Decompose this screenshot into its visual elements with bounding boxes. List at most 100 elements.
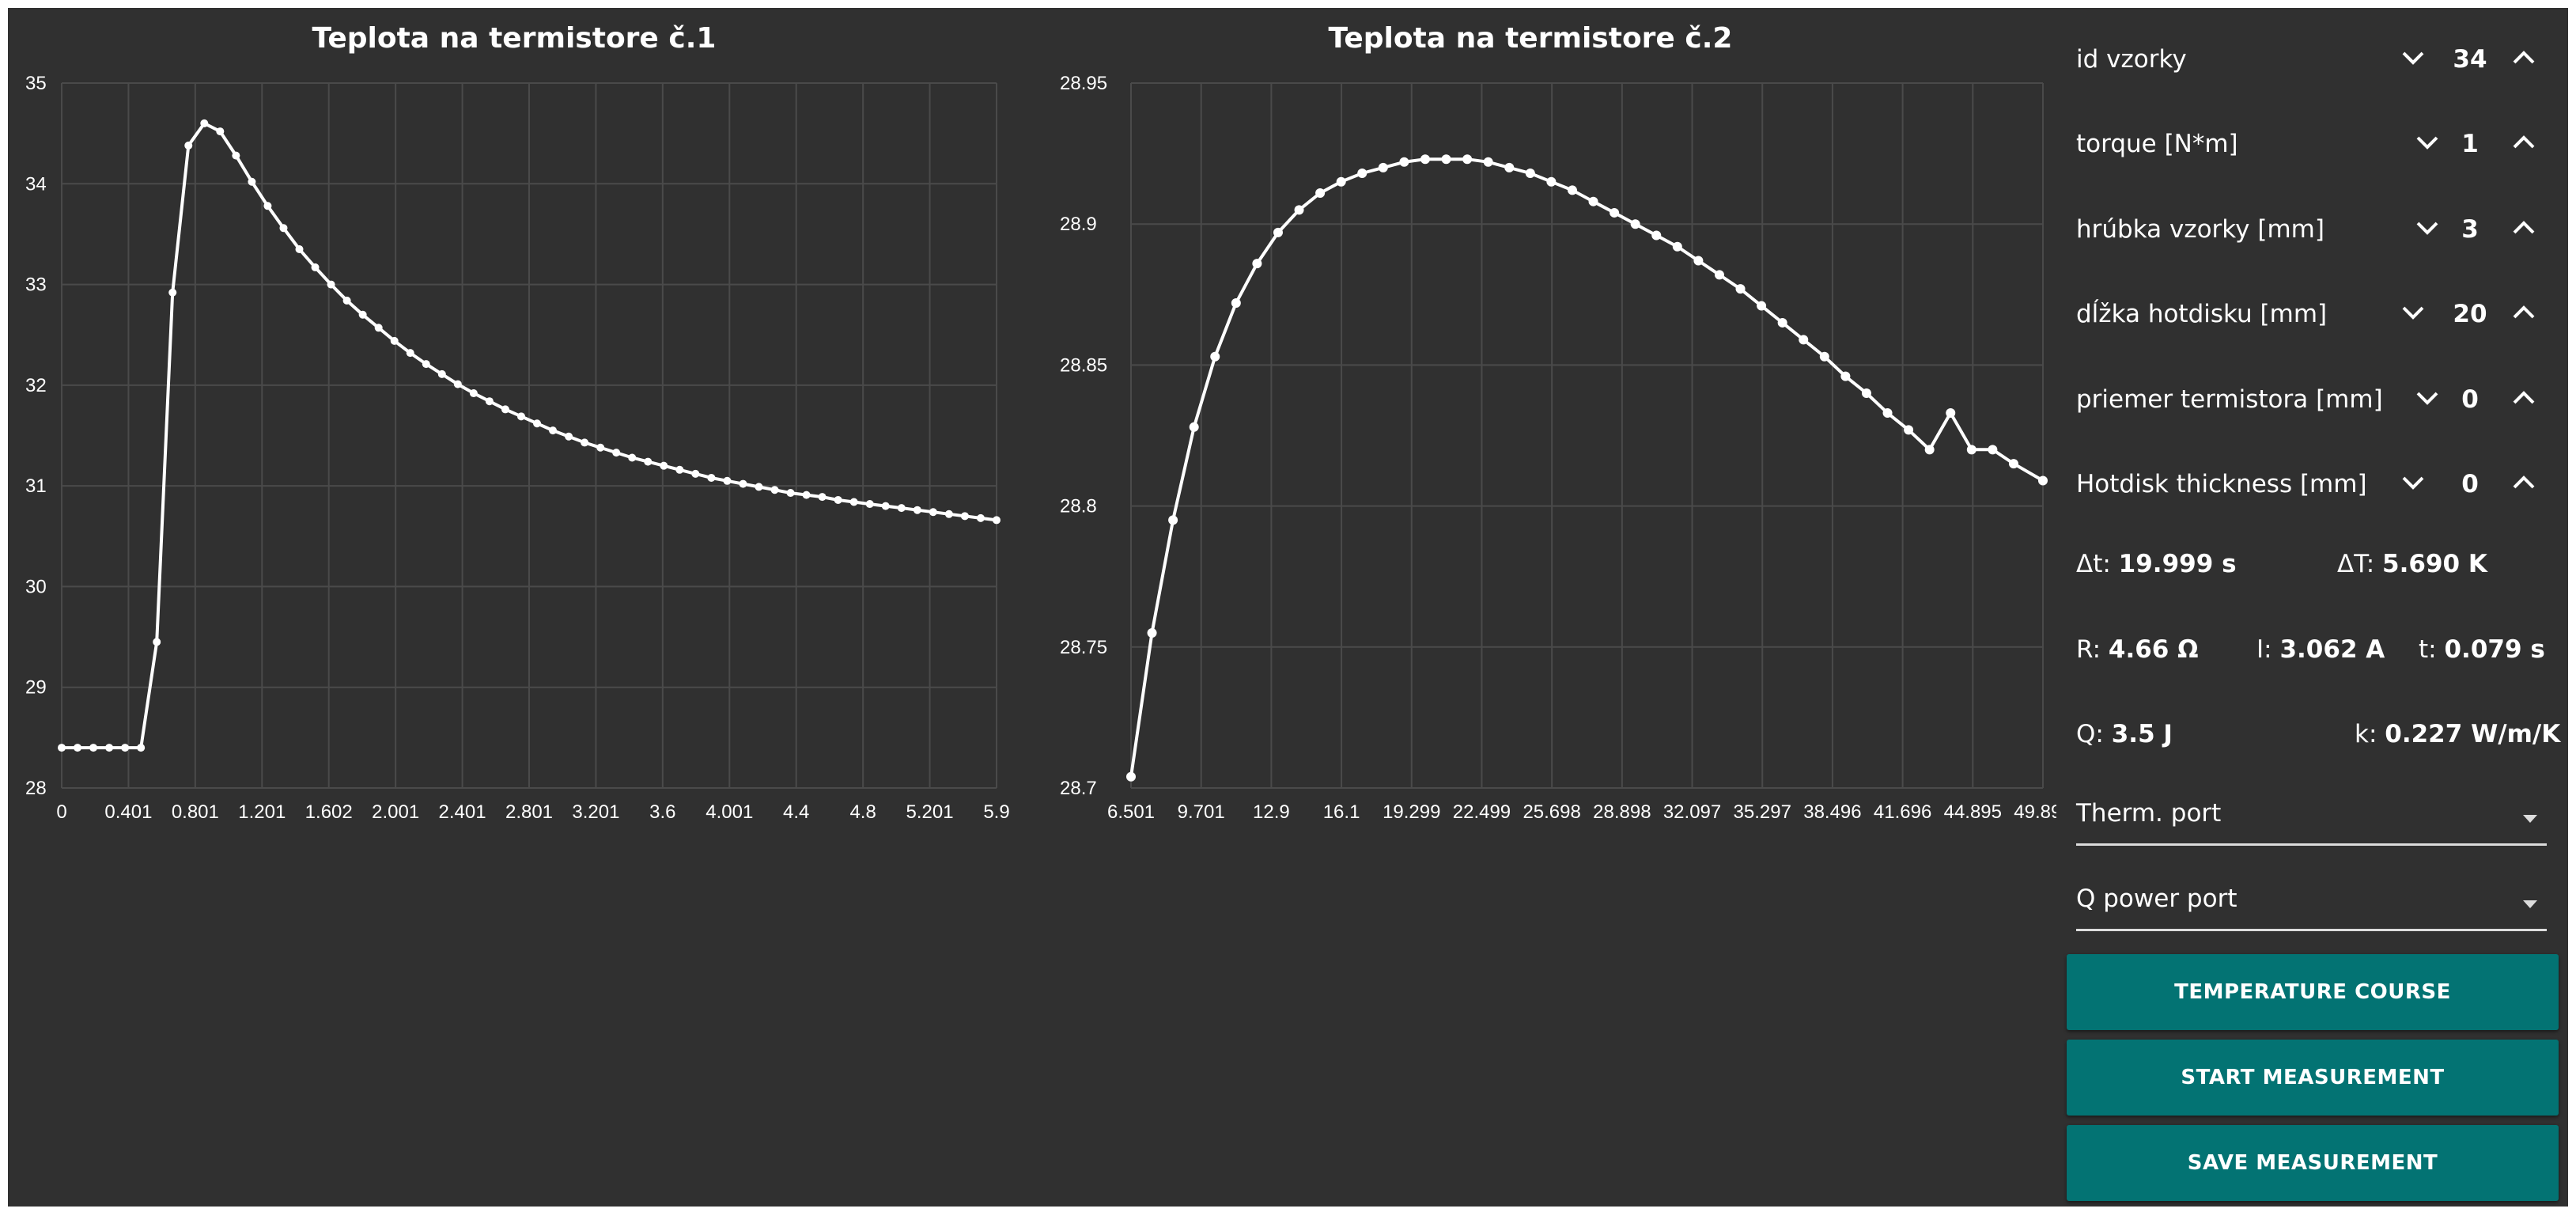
x-tick-label: 25.698 <box>1523 801 1580 823</box>
data-point <box>786 489 795 498</box>
x-tick-label: 9.701 <box>1178 801 1225 823</box>
caret-down-icon <box>2523 815 2537 823</box>
data-point <box>929 508 937 517</box>
data-point <box>818 493 827 502</box>
y-tick-label: 35 <box>25 73 47 94</box>
x-tick-label: 2.401 <box>439 801 486 823</box>
x-tick-label: 3.6 <box>649 801 675 823</box>
chevron-up-icon[interactable] <box>2503 120 2544 165</box>
data-point <box>485 397 494 406</box>
data-point <box>770 486 779 494</box>
data-point <box>1399 157 1409 167</box>
data-point <box>390 336 399 345</box>
data-point <box>1273 227 1283 237</box>
data-point <box>1714 270 1724 280</box>
data-point <box>1168 515 1178 525</box>
data-point <box>121 744 130 752</box>
x-tick-label: 5.201 <box>906 801 954 823</box>
y-tick-label: 31 <box>25 475 47 497</box>
data-point <box>1966 445 1976 455</box>
stepper-dlzka-hotdisku: dĺžka hotdisku [mm] 20 <box>2076 281 2543 344</box>
data-point <box>1357 169 1367 179</box>
chevron-down-icon[interactable] <box>2407 120 2448 165</box>
data-point <box>1231 297 1241 308</box>
data-point <box>1336 176 1346 187</box>
data-point <box>184 141 193 150</box>
data-point <box>913 506 921 514</box>
chevron-up-icon[interactable] <box>2503 206 2544 250</box>
data-point <box>1567 185 1577 195</box>
data-point <box>1546 176 1557 187</box>
therm-port-select[interactable]: Therm. port <box>2076 791 2547 846</box>
stepper-value[interactable]: 20 <box>2453 300 2487 328</box>
readout-delta-t: Δt: 19.999 s <box>2076 550 2237 578</box>
stepper-value[interactable]: 34 <box>2453 45 2487 74</box>
data-point <box>232 151 240 160</box>
y-tick-label: 30 <box>25 576 47 597</box>
select-label: Therm. port <box>2076 799 2222 828</box>
x-tick-label: 16.1 <box>1323 801 1360 823</box>
chevron-down-icon[interactable] <box>2393 460 2434 505</box>
data-point <box>707 473 716 482</box>
x-tick-label: 28.898 <box>1593 801 1651 823</box>
data-point <box>644 457 653 466</box>
stepper-value[interactable]: 0 <box>2461 470 2479 498</box>
x-tick-label: 44.895 <box>1944 801 2002 823</box>
chevron-up-icon[interactable] <box>2503 376 2544 420</box>
x-tick-label: 32.097 <box>1663 801 1721 823</box>
chevron-up-icon[interactable] <box>2503 290 2544 335</box>
data-point <box>1882 407 1893 418</box>
chevron-up-icon[interactable] <box>2503 460 2544 505</box>
readout-time: t: 0.079 s <box>2419 635 2545 664</box>
data-point <box>105 744 114 752</box>
x-tick-label: 1.602 <box>305 801 353 823</box>
data-point <box>422 360 430 369</box>
stepper-id-vzorky: id vzorky 34 <box>2076 26 2543 89</box>
data-point <box>865 500 874 509</box>
stepper-value[interactable]: 3 <box>2461 215 2479 244</box>
save-measurement-button[interactable]: SAVE MEASUREMENT <box>2067 1125 2559 1201</box>
chevron-down-icon[interactable] <box>2393 36 2434 80</box>
data-point <box>374 324 383 332</box>
data-point <box>1588 196 1598 206</box>
data-point <box>834 495 842 504</box>
stepper-priemer-termistora: priemer termistora [mm] 0 <box>2076 366 2543 430</box>
stepper-label: id vzorky <box>2076 45 2187 74</box>
x-tick-label: 22.499 <box>1453 801 1511 823</box>
stepper-hotdisk-thickness: Hotdisk thickness [mm] 0 <box>2076 451 2543 514</box>
start-measurement-button[interactable]: START MEASUREMENT <box>2067 1040 2559 1116</box>
x-tick-label: 2.801 <box>505 801 553 823</box>
temperature-course-button[interactable]: TEMPERATURE COURSE <box>2067 954 2559 1030</box>
stepper-value[interactable]: 0 <box>2461 385 2479 414</box>
x-tick-label: 1.201 <box>238 801 286 823</box>
chevron-down-icon[interactable] <box>2407 206 2448 250</box>
stepper-label: priemer termistora [mm] <box>2076 385 2383 414</box>
q-power-port-select[interactable]: Q power port <box>2076 877 2547 931</box>
chart-thermistor-2: Teplota na termistore č.2 6.501 9.701 12.9 1… <box>1060 22 2056 823</box>
chevron-down-icon[interactable] <box>2407 376 2448 420</box>
data-point <box>74 744 82 752</box>
data-point <box>295 245 304 254</box>
data-point <box>248 177 256 186</box>
chevron-down-icon[interactable] <box>2393 290 2434 335</box>
data-point <box>660 461 668 470</box>
data-point <box>1757 301 1767 311</box>
data-point <box>533 419 542 428</box>
data-point <box>1315 188 1326 198</box>
stepper-value[interactable]: 1 <box>2461 130 2479 158</box>
data-point <box>612 449 621 457</box>
data-point <box>327 280 335 289</box>
data-point <box>1904 425 1914 435</box>
data-point <box>549 426 558 435</box>
x-tick-label: 3.201 <box>572 801 619 823</box>
x-tick-label: 38.496 <box>1803 801 1861 823</box>
chevron-up-icon[interactable] <box>2503 36 2544 80</box>
y-tick-label: 28.85 <box>1060 354 1107 376</box>
stepper-torque: torque [N*m] 1 <box>2076 111 2543 174</box>
data-point <box>976 513 985 522</box>
data-point <box>406 349 414 358</box>
data-point <box>628 453 637 462</box>
data-point <box>1441 154 1451 165</box>
stepper-label: Hotdisk thickness [mm] <box>2076 470 2367 498</box>
y-tick-label: 33 <box>25 275 47 296</box>
